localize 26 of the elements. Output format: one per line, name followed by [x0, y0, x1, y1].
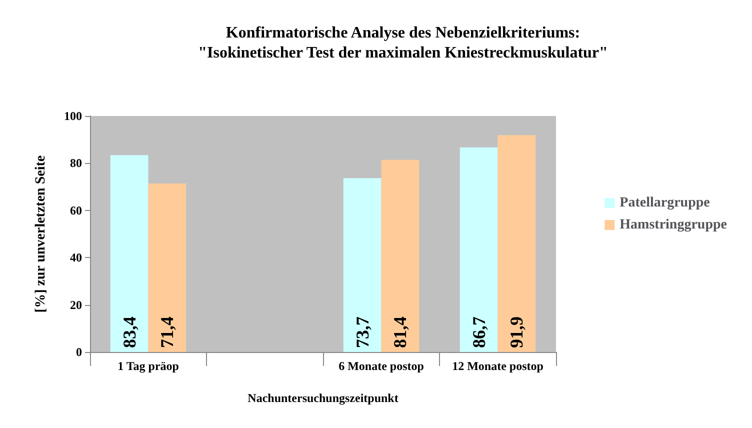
y-tick-label: 40: [70, 250, 82, 265]
data-label: 71,4: [157, 316, 178, 348]
x-axis-title: Nachuntersuchungszeitpunkt: [248, 391, 398, 405]
bar: [148, 183, 186, 352]
bar: [381, 160, 420, 352]
x-tick-label: 12 Monate postop: [452, 359, 544, 373]
legend-label: Hamstringgruppe: [620, 218, 728, 232]
y-tick-label: 60: [70, 203, 82, 218]
bar: [498, 135, 536, 352]
data-label: 86,7: [468, 316, 489, 348]
x-tick-label: 6 Monate postop: [338, 359, 424, 373]
y-tick-label: 80: [70, 156, 82, 170]
y-tick-label: 0: [76, 345, 82, 359]
y-tick-label: 100: [64, 109, 82, 123]
data-label: 73,7: [352, 316, 372, 348]
y-axis-title: [%] zur unverletzten Seite: [34, 155, 48, 313]
data-label: 91,9: [506, 316, 527, 348]
legend-label: Patellargruppe: [620, 196, 710, 210]
bar: [460, 147, 498, 352]
bar: [343, 178, 382, 352]
data-label: 83,4: [119, 316, 140, 348]
bar: [110, 155, 148, 352]
chart-title: Konfirmatorische Analyse des Nebenzielkriteriums: "Isokinetischer Test der maximalen Kniestreckmuskulatur": [198, 24, 608, 62]
x-tick-label: 1 Tag präop: [118, 359, 180, 373]
data-label: 81,4: [390, 316, 410, 348]
y-tick-label: 20: [70, 298, 82, 312]
